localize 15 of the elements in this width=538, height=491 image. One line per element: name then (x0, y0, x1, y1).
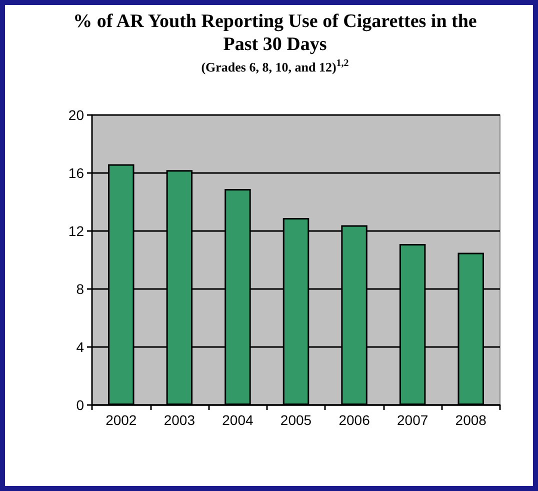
chart-title: % of AR Youth Reporting Use of Cigarettes in the Past 30 Days (72, 10, 478, 56)
y-tick-label: 8 (76, 281, 84, 297)
chart-subtitle: (Grades 6, 8, 10, and 12)$^{1,2}$ (200, 58, 350, 76)
y-tick-label: 0 (76, 397, 84, 413)
x-tick-label: 2004 (222, 412, 254, 428)
x-tick-label: 2003 (164, 412, 196, 428)
y-tick-label: 16 (68, 165, 84, 181)
x-tick-label: 2006 (338, 412, 370, 428)
x-tick-label: 2007 (396, 412, 428, 428)
x-tick-label: 2002 (106, 412, 137, 428)
x-tick-label: 2005 (280, 412, 312, 428)
y-tick-label: 20 (68, 107, 84, 123)
x-tick-label: 2008 (455, 412, 487, 428)
y-tick-label: 12 (68, 223, 84, 239)
y-tick-label: 4 (76, 339, 84, 355)
